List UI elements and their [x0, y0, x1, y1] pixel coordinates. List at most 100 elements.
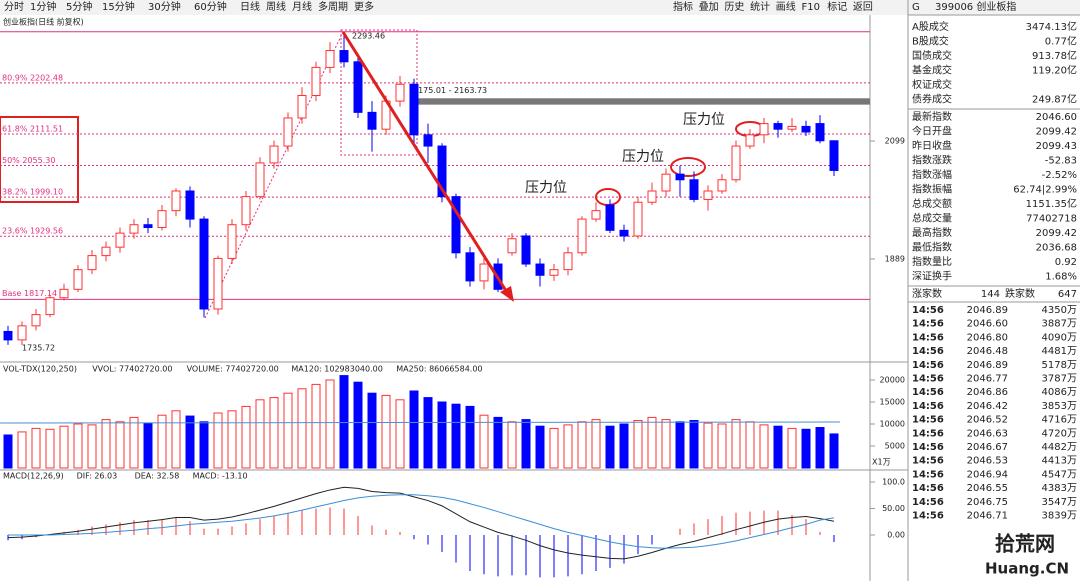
tab[interactable]: 周线	[266, 0, 286, 13]
volume-header: VOLUME: 77402720.00	[187, 365, 279, 374]
stat-label: 深证换手	[912, 270, 952, 283]
candle-body	[129, 224, 139, 234]
stat-value: 119.20亿	[1032, 64, 1077, 77]
toolbar-button[interactable]: F10	[802, 2, 820, 13]
tab[interactable]: 分时	[4, 1, 24, 13]
fib-label: 80.9% 2202.48	[2, 73, 63, 82]
dif-line	[7, 486, 835, 560]
toolbar-button[interactable]: 统计	[750, 0, 770, 13]
stat-label: 指数量比	[912, 255, 952, 268]
volume-bar	[647, 416, 657, 469]
tab[interactable]: 5分钟	[66, 0, 92, 13]
stat-label: B股成交	[912, 35, 949, 48]
candle-body	[143, 224, 153, 229]
candle-body	[45, 297, 55, 316]
trade-volume: 4481万	[1042, 346, 1077, 357]
tab[interactable]: 60分钟	[194, 0, 227, 13]
stat-value: 62.74|2.99%	[1013, 185, 1077, 196]
stat-value: 77402718	[1026, 214, 1077, 225]
panel-code: 399006 创业板指	[935, 0, 1016, 13]
stat-value: -52.83	[1045, 156, 1077, 167]
trade-price: 2046.71	[967, 511, 1008, 522]
tab[interactable]: 更多	[354, 0, 374, 13]
dea-line	[8, 494, 835, 549]
toolbar-button[interactable]: 叠加	[699, 1, 719, 13]
breadth-label: 跌家数	[1005, 287, 1035, 300]
peak-label: 2293.46	[352, 31, 385, 40]
tab[interactable]: 月线	[292, 0, 312, 13]
watermark: Huang.CN	[985, 560, 1069, 578]
panel-mark: G	[912, 2, 920, 13]
tab[interactable]: 15分钟	[102, 0, 135, 13]
candle-body	[563, 252, 573, 271]
tab[interactable]: 多周期	[318, 0, 348, 13]
fib-label: 38.2% 1999.10	[2, 188, 63, 197]
volume-bar	[591, 419, 601, 469]
candle-body	[787, 125, 797, 130]
stat-label: 昨日收盘	[912, 139, 952, 152]
trade-volume: 4720万	[1042, 428, 1077, 439]
arrow-head	[500, 286, 514, 302]
trade-volume: 4716万	[1042, 415, 1077, 426]
ma-line	[0, 421, 841, 424]
volume-tick-label: 20000	[880, 376, 905, 385]
toolbar-button[interactable]: 返回	[853, 1, 873, 13]
candle-body	[423, 134, 433, 147]
volume-bar	[353, 381, 363, 469]
candle-body	[689, 179, 699, 200]
volume-bar	[493, 416, 503, 469]
volume-bar	[619, 423, 629, 469]
toolbar-button[interactable]: 历史	[724, 1, 744, 13]
candle-body	[773, 123, 783, 130]
trade-time: 14:56	[912, 332, 944, 343]
volume-bar	[59, 425, 69, 469]
volume-bar	[423, 397, 433, 469]
trade-volume: 3853万	[1042, 401, 1077, 412]
candle-body	[549, 269, 559, 276]
volume-tick-label: 15000	[880, 398, 905, 407]
tab[interactable]: 1分钟	[30, 0, 56, 13]
stat-label: A股成交	[912, 20, 949, 33]
stat-value: 2046.60	[1036, 112, 1077, 123]
trade-price: 2046.94	[967, 469, 1008, 480]
toolbar-button[interactable]: 画线	[776, 0, 796, 13]
candle-body	[17, 325, 27, 341]
toolbar-button[interactable]: 指标	[673, 0, 693, 13]
candle-body	[507, 238, 517, 254]
tab[interactable]: 30分钟	[148, 0, 181, 13]
low-label: 1735.72	[22, 344, 55, 353]
volume-bar	[297, 388, 307, 469]
candle-body	[101, 246, 111, 257]
stat-value: 0.77亿	[1045, 35, 1077, 48]
trade-time: 14:56	[912, 428, 944, 439]
trade-time: 14:56	[912, 442, 944, 453]
volume-bar	[3, 434, 13, 469]
stat-value: 2099.42	[1036, 127, 1077, 138]
volume-bar	[409, 390, 419, 469]
volume-bar	[801, 428, 811, 469]
candle-body	[339, 50, 349, 63]
trade-time: 14:56	[912, 319, 944, 330]
candle-body	[171, 190, 181, 212]
toolbar-button[interactable]: 标记	[827, 1, 847, 13]
dashed-box	[340, 29, 418, 156]
volume-bar	[17, 431, 27, 469]
volume-bar	[465, 405, 475, 469]
candle-body	[87, 255, 97, 271]
gap-band	[413, 98, 870, 105]
stat-value: 913.78亿	[1032, 49, 1077, 62]
volume-bar	[381, 394, 391, 469]
volume-bar	[31, 427, 41, 469]
trade-time: 14:56	[912, 511, 944, 522]
tab[interactable]: 日线	[240, 0, 260, 13]
volume-bar	[451, 403, 461, 469]
candle-body	[255, 162, 265, 198]
trade-time: 14:56	[912, 401, 944, 412]
stat-label: 最高指数	[912, 226, 952, 239]
candle-body	[395, 83, 405, 102]
toolbar	[0, 0, 1080, 15]
stat-value: 0.92	[1055, 257, 1077, 268]
trade-price: 2046.67	[967, 442, 1008, 453]
breadth-value: 647	[1058, 289, 1077, 300]
stat-value: -2.52%	[1042, 170, 1077, 181]
